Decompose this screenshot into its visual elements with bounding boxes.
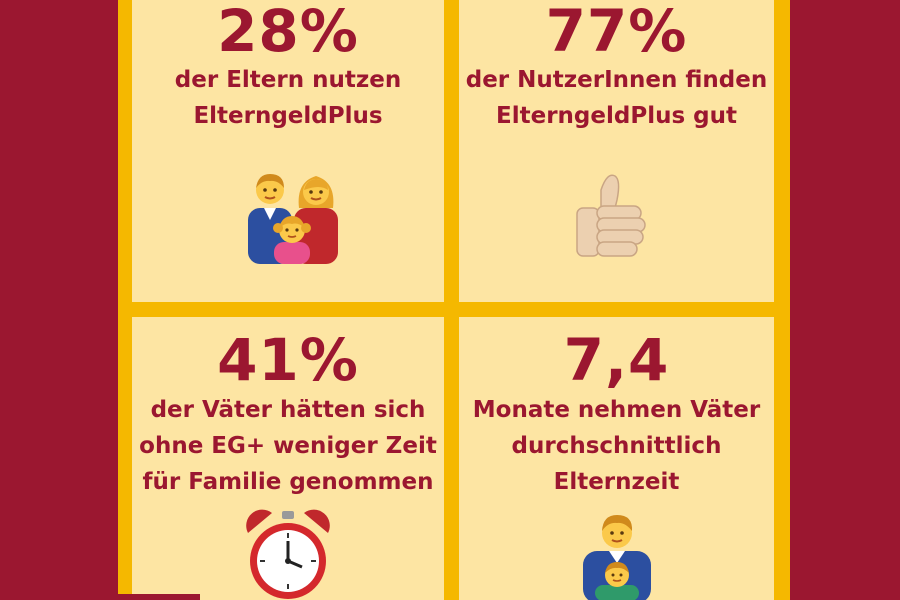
- stat-tile-fathers-leave: 7,4 Monate nehmen Väter durchschnittlich…: [459, 317, 774, 600]
- stat-tile-parents-usage: 28% der Eltern nutzen ElterngeldPlus: [132, 0, 444, 302]
- stat-tile-fathers-time: 41% der Väter hätten sich ohne EG+ wenig…: [132, 317, 444, 600]
- stat-description: Monate nehmen Väter durchschnittlich Elt…: [459, 392, 774, 500]
- stat-description-line: der Väter hätten sich: [150, 397, 426, 423]
- corner-accent: [118, 594, 200, 600]
- stat-tile-user-approval: 77% der NutzerInnen finden ElterngeldPlu…: [459, 0, 774, 302]
- stat-description-line: der Eltern nutzen: [174, 67, 402, 93]
- stat-description: der Eltern nutzen ElterngeldPlus: [132, 62, 444, 134]
- stat-description-line: ElterngeldPlus: [193, 103, 383, 129]
- stat-description-line: durchschnittlich: [511, 433, 722, 459]
- stat-description-line: ohne EG+ weniger Zeit: [139, 433, 437, 459]
- stat-value: 7,4: [563, 326, 670, 394]
- stat-value: 28%: [217, 0, 359, 65]
- thumbs-up-icon: [576, 174, 646, 257]
- stat-description: der Väter hätten sich ohne EG+ weniger Z…: [132, 392, 444, 500]
- stat-description-line: der NutzerInnen finden: [465, 67, 768, 93]
- stat-description-line: Monate nehmen Väter: [472, 397, 761, 423]
- stat-description-line: ElterngeldPlus gut: [496, 103, 737, 129]
- stat-value: 77%: [545, 0, 688, 65]
- father-son-icon: [583, 515, 651, 600]
- stat-value: 41%: [217, 326, 359, 394]
- stat-description-line: Elternzeit: [553, 469, 680, 495]
- stat-description: der NutzerInnen finden ElterngeldPlus gu…: [459, 62, 774, 134]
- stat-description-line: für Familie genommen: [142, 469, 434, 495]
- family-icon: [248, 174, 338, 264]
- alarm-clock-icon: [246, 509, 330, 599]
